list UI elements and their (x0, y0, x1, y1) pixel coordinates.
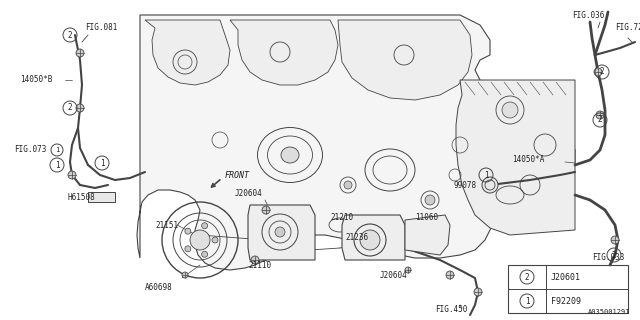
Text: 11060: 11060 (415, 213, 438, 222)
Text: FIG.450: FIG.450 (435, 306, 467, 315)
Text: 14050*B: 14050*B (20, 76, 52, 84)
Circle shape (275, 227, 285, 237)
Text: 1: 1 (525, 297, 529, 306)
Text: F92209: F92209 (551, 297, 581, 306)
Circle shape (185, 246, 191, 252)
Text: FRONT: FRONT (225, 171, 250, 180)
Text: 2: 2 (612, 251, 616, 260)
Polygon shape (88, 192, 115, 202)
Circle shape (446, 271, 454, 279)
Text: 1: 1 (484, 171, 488, 180)
Circle shape (482, 177, 498, 193)
Circle shape (68, 171, 76, 179)
Text: H61508: H61508 (68, 193, 96, 202)
Text: 1: 1 (55, 147, 59, 153)
Text: FIG.720: FIG.720 (615, 23, 640, 33)
Text: FIG.036: FIG.036 (572, 11, 604, 20)
Circle shape (202, 223, 207, 229)
Text: 21110: 21110 (248, 260, 271, 269)
Text: 2: 2 (525, 273, 529, 282)
Polygon shape (338, 20, 472, 100)
Text: 1: 1 (100, 158, 104, 167)
Circle shape (251, 256, 259, 264)
Circle shape (474, 288, 482, 296)
Text: 21151: 21151 (155, 220, 178, 229)
Text: 14050*A: 14050*A (512, 156, 545, 164)
Text: 2: 2 (68, 30, 72, 39)
Ellipse shape (281, 147, 299, 163)
Circle shape (182, 272, 188, 278)
Circle shape (502, 102, 518, 118)
Circle shape (344, 181, 352, 189)
Circle shape (596, 111, 604, 119)
Text: A035001291: A035001291 (588, 309, 630, 315)
Text: 99078: 99078 (453, 180, 476, 189)
Polygon shape (342, 215, 405, 260)
Text: 2: 2 (68, 103, 72, 113)
Circle shape (212, 237, 218, 243)
Polygon shape (137, 15, 575, 270)
Polygon shape (456, 80, 575, 235)
Circle shape (594, 68, 602, 76)
Text: FIG.081: FIG.081 (85, 23, 117, 33)
Circle shape (425, 195, 435, 205)
Circle shape (262, 206, 270, 214)
Text: J20604: J20604 (235, 188, 263, 197)
Polygon shape (145, 20, 230, 85)
Circle shape (185, 228, 191, 234)
Text: A60698: A60698 (145, 284, 173, 292)
Text: 2: 2 (600, 68, 604, 76)
Circle shape (202, 251, 207, 257)
Text: 2: 2 (598, 116, 602, 124)
Polygon shape (405, 215, 450, 255)
Text: 21210: 21210 (330, 213, 353, 222)
Circle shape (360, 230, 380, 250)
Text: J20604: J20604 (380, 270, 408, 279)
Circle shape (405, 267, 411, 273)
Circle shape (611, 236, 619, 244)
Text: FIG.073: FIG.073 (14, 146, 46, 155)
Text: J20601: J20601 (551, 273, 581, 282)
Polygon shape (248, 205, 315, 260)
Circle shape (76, 49, 84, 57)
Polygon shape (230, 20, 338, 85)
Text: 21236: 21236 (345, 234, 368, 243)
Text: FIG.033: FIG.033 (592, 253, 625, 262)
Text: 1: 1 (54, 161, 60, 170)
Circle shape (190, 230, 210, 250)
Circle shape (76, 104, 84, 112)
